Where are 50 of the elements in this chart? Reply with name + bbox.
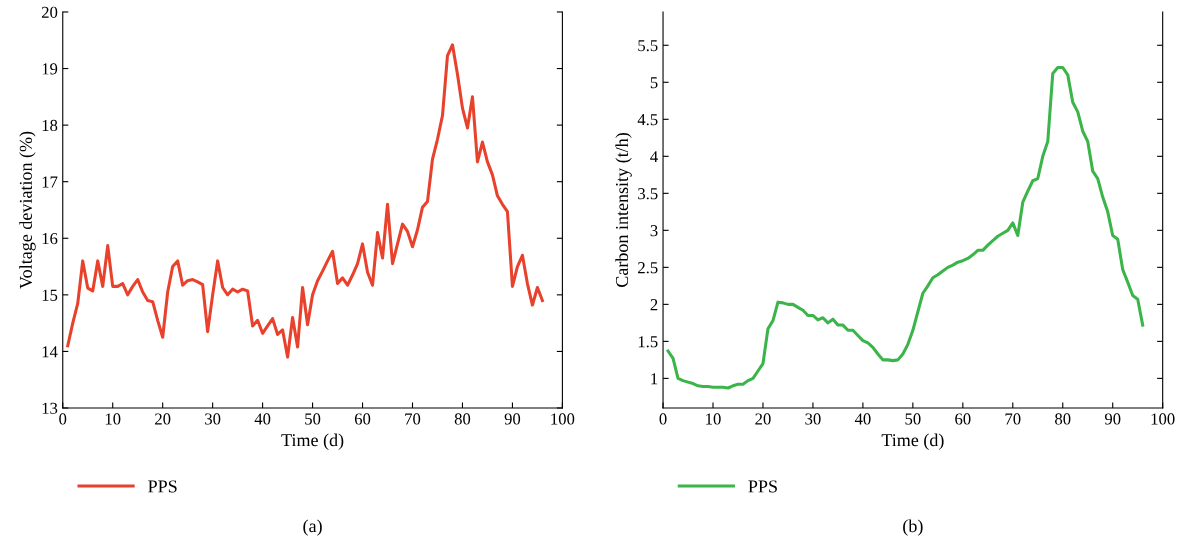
x-tick-label: 20 xyxy=(755,413,771,425)
x-tick-label: 30 xyxy=(805,413,821,425)
y-tick-label: 18 xyxy=(42,119,58,132)
x-tick-label: 30 xyxy=(205,413,221,425)
text: (a) xyxy=(303,519,322,536)
x-tick-label: 100 xyxy=(1151,413,1175,425)
y-axis-title: Carbon intensity (t/h) xyxy=(615,133,632,287)
y-tick-label: 13 xyxy=(42,402,58,414)
y-tick-label: 1 xyxy=(651,373,658,385)
x-tick-label: 90 xyxy=(504,413,521,425)
y-tick-label: 3.5 xyxy=(638,188,658,200)
x-tick-label: 50 xyxy=(305,413,321,425)
y-tick-label: 19 xyxy=(42,63,58,75)
x-tick-label: 70 xyxy=(405,413,421,425)
x-tick-label: 20 xyxy=(155,413,171,425)
x-tick-label: 100 xyxy=(551,413,575,425)
y-tick-label: 3 xyxy=(650,225,658,237)
y-axis-title: Voltage deviation (%) xyxy=(19,131,36,289)
y-tick-label: 5 xyxy=(650,77,658,89)
x-tick-label: 0 xyxy=(659,413,667,425)
y-tick-label: 2.5 xyxy=(638,262,658,274)
x-tick-label: 60 xyxy=(354,413,371,425)
y-tick-label: 14 xyxy=(42,346,58,358)
y-tick-label: 2 xyxy=(650,299,658,311)
y-tick-label: 16 xyxy=(42,233,58,245)
x-tick-label: 0 xyxy=(59,413,67,425)
x-tick-label: 40 xyxy=(854,413,871,425)
x-tick-label: 70 xyxy=(1005,413,1021,425)
y-tick-label: 4.5 xyxy=(637,114,658,126)
y-tick-label: 4 xyxy=(650,151,658,163)
legend-label: PPS xyxy=(148,480,177,493)
x-axis-title: Time (d) xyxy=(281,433,344,450)
x-tick-label: 40 xyxy=(254,413,271,425)
text: (b) xyxy=(903,519,923,536)
x-tick-label: 10 xyxy=(105,413,121,425)
y-tick-label: 1.5 xyxy=(638,336,658,348)
line-series xyxy=(666,65,1145,390)
y-tick-label: 15 xyxy=(42,289,58,301)
x-tick-label: 90 xyxy=(1104,413,1121,425)
y-tick-label: 5.5 xyxy=(638,40,658,52)
line-series xyxy=(66,43,544,359)
x-tick-label: 80 xyxy=(454,413,471,425)
y-tick-label: 17 xyxy=(42,176,58,188)
legend-label: PPS xyxy=(748,480,777,493)
x-tick-label: 80 xyxy=(1055,413,1071,425)
y-tick-label: 20 xyxy=(41,6,58,18)
x-axis-title: Time (d) xyxy=(881,433,944,450)
x-tick-label: 50 xyxy=(905,413,921,425)
x-tick-label: 10 xyxy=(706,413,721,425)
x-tick-label: 60 xyxy=(955,413,971,425)
